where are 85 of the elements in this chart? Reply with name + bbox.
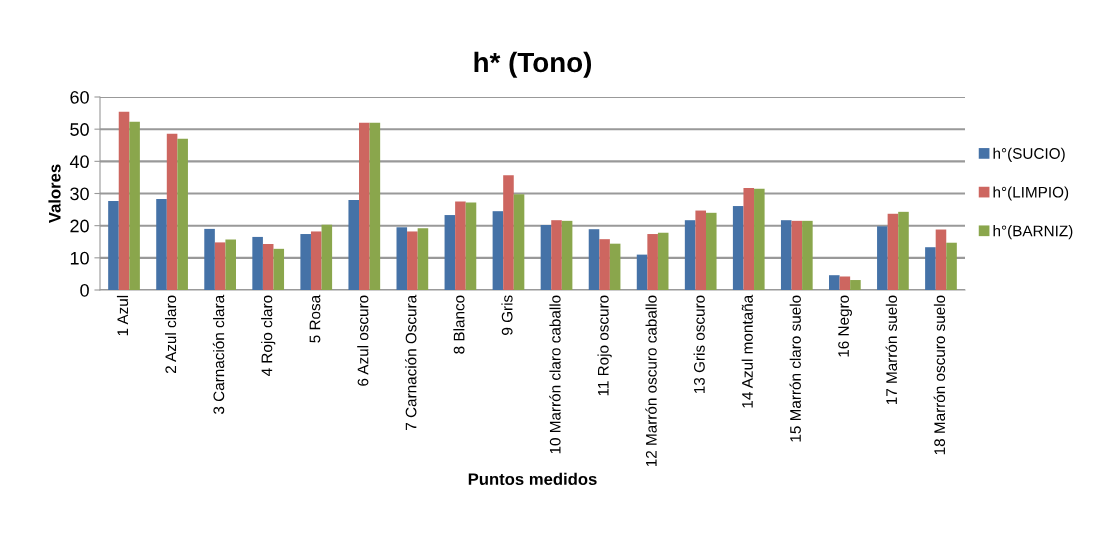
bar [609, 243, 621, 290]
x-tick-label: 2 Azul claro [164, 295, 177, 374]
bar [492, 211, 504, 290]
legend-label: h°(SUCIO) [993, 147, 1065, 162]
bar [348, 199, 360, 290]
x-tick-label: 10 Marrón claro caballo [549, 295, 561, 454]
x-tick-label: 12 Marrón oscuro caballo [645, 295, 657, 467]
y-axis-title: Valores [48, 164, 61, 224]
bar [946, 242, 957, 290]
bar [898, 211, 909, 290]
bar [695, 210, 706, 290]
bar [513, 194, 525, 290]
bar [310, 231, 322, 290]
bar [166, 133, 178, 290]
legend-label: h°(LIMPIO) [993, 186, 1069, 201]
x-tick-label: 4 Rojo claro [261, 295, 276, 377]
bar [636, 254, 648, 290]
x-tick-label: 8 Blanco [453, 295, 465, 354]
x-tick-label: 3 Carnación clara [212, 294, 225, 415]
y-tick-label: 50 [70, 123, 89, 136]
legend-label: h°(BARNIZ) [993, 225, 1073, 240]
bar [407, 231, 418, 290]
y-tick-label: 20 [70, 219, 89, 233]
bar [802, 220, 813, 290]
x-tick-label: 15 Marrón claro suelo [789, 295, 801, 442]
x-tick-label: 17 Marrón suelo [885, 295, 898, 405]
bar [444, 215, 456, 290]
x-tick-label: 5 Rosa [309, 294, 321, 343]
bar [540, 225, 552, 290]
bar [369, 122, 381, 290]
x-tick-label: 18 Marrón oscuro suelo [933, 295, 946, 455]
bar [850, 280, 861, 290]
bar [108, 200, 119, 290]
x-tick-label: 16 Negro [838, 295, 852, 357]
bar [225, 239, 236, 290]
bar [754, 188, 765, 290]
x-axis-title: Puntos medidos [468, 472, 597, 486]
bar [262, 244, 274, 290]
bar [177, 138, 188, 290]
bar [455, 201, 466, 290]
x-tick-label: 1 Azul [116, 295, 129, 336]
bar [743, 188, 755, 290]
y-tick-label: 60 [70, 90, 89, 104]
bar [396, 227, 408, 290]
bar [551, 220, 562, 290]
bar [829, 275, 840, 290]
bar [300, 234, 311, 290]
bar [214, 242, 226, 290]
x-tick-label: 13 Gris oscuro [693, 295, 705, 394]
bar [599, 239, 610, 290]
bar [417, 228, 429, 290]
x-tick-label: 7 Carnación Oscura [405, 294, 417, 430]
bar [877, 226, 888, 290]
bar [503, 175, 514, 290]
bar [321, 224, 333, 290]
bar [647, 234, 658, 290]
bar [657, 232, 669, 290]
bar [732, 206, 744, 290]
x-tick-label: 11 Rojo oscuro [597, 295, 612, 396]
bar [273, 248, 285, 290]
bar [935, 229, 947, 290]
x-tick-label: 9 Gris [501, 295, 513, 335]
bar [156, 198, 167, 290]
bar [204, 228, 215, 290]
bar [705, 212, 717, 290]
bar [588, 229, 600, 290]
bar [925, 247, 936, 290]
bar [791, 220, 803, 290]
bar [359, 122, 370, 290]
bar [465, 202, 477, 290]
y-tick-label: 40 [69, 155, 89, 169]
y-tick-label: 10 [70, 251, 89, 265]
y-tick-label: 0 [80, 283, 89, 297]
bar [684, 220, 696, 290]
bar [561, 220, 573, 290]
bar [118, 111, 130, 290]
bar [887, 213, 899, 290]
y-tick-label: 30 [70, 187, 89, 201]
bar [252, 236, 263, 290]
chart-title: h* (Tono) [474, 51, 592, 78]
bar [780, 220, 792, 290]
bar [129, 121, 140, 290]
x-tick-label: 6 Azul oscuro [357, 295, 369, 386]
bar [839, 276, 851, 290]
x-tick-label: 14 Azul montaña [741, 294, 753, 408]
